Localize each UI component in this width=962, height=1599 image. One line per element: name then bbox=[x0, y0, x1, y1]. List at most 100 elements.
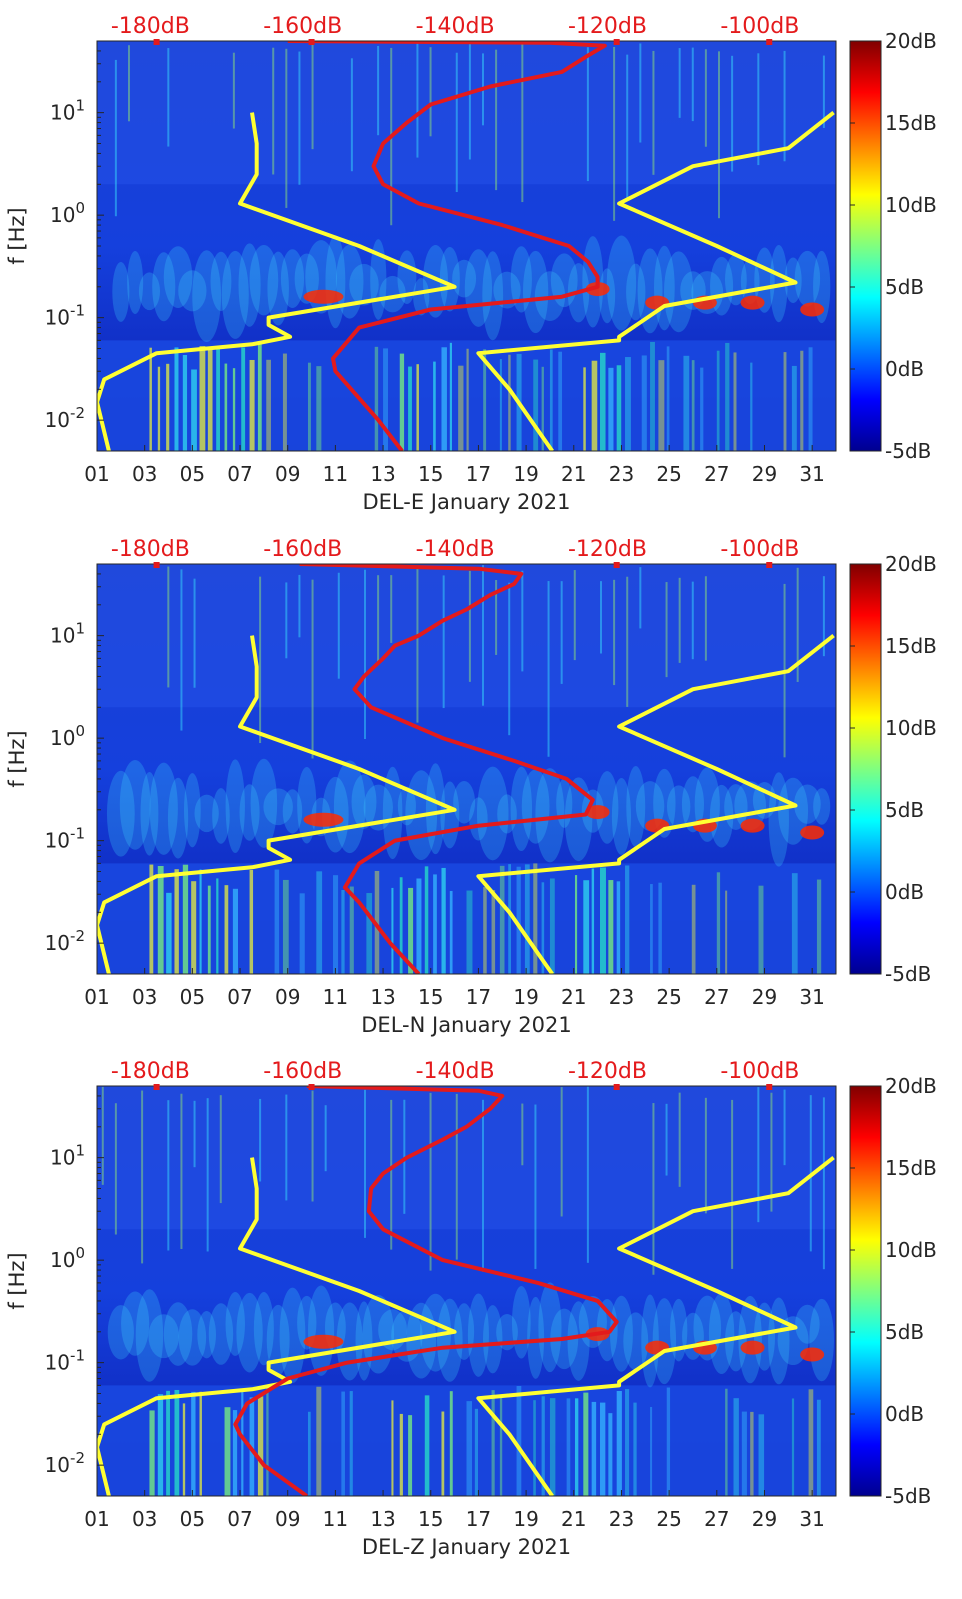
high-frequency-streak bbox=[167, 1100, 170, 1251]
low-frequency-streak bbox=[683, 355, 690, 451]
microseism-glow bbox=[266, 1304, 290, 1376]
low-frequency-streak bbox=[249, 869, 254, 974]
low-frequency-streak bbox=[416, 878, 422, 974]
microseism-glow bbox=[238, 243, 261, 327]
high-frequency-streak bbox=[521, 1103, 524, 1166]
microseism-glow bbox=[623, 1312, 649, 1371]
low-frequency-streak bbox=[349, 886, 354, 974]
y-tick-exponent: 0 bbox=[75, 722, 85, 740]
low-frequency-streak bbox=[625, 865, 630, 974]
microseism-glow bbox=[813, 788, 831, 825]
low-frequency-streak bbox=[232, 1410, 238, 1496]
microseism-glow bbox=[452, 259, 477, 298]
microseism-glow bbox=[663, 251, 694, 333]
low-frequency-streak bbox=[633, 1402, 637, 1496]
x-tick-label: 27 bbox=[704, 985, 729, 1009]
low-frequency-band bbox=[97, 1385, 836, 1496]
low-frequency-streak bbox=[599, 867, 606, 974]
high-frequency-streak bbox=[731, 1099, 734, 1269]
microseism-glow bbox=[794, 250, 821, 307]
high-frequency-streak bbox=[285, 48, 288, 208]
high-frequency-streak bbox=[626, 54, 629, 200]
x-axis-title: DEL-N January 2021 bbox=[361, 1013, 571, 1037]
x-tick-label: 07 bbox=[227, 462, 252, 486]
high-frequency-streak bbox=[508, 582, 511, 736]
colorbar-label: 5dB bbox=[885, 1320, 924, 1344]
microseism-glow bbox=[439, 246, 460, 312]
high-frequency-streak bbox=[324, 1105, 327, 1172]
colorbar-label: 0dB bbox=[885, 1402, 924, 1426]
high-frequency-streak bbox=[678, 48, 681, 118]
high-frequency-streak bbox=[298, 574, 301, 638]
top-axis-db-label: -120dB bbox=[568, 1059, 647, 1084]
energy-hotspot bbox=[303, 289, 344, 304]
microseism-glow bbox=[197, 1310, 216, 1359]
low-frequency-streak bbox=[650, 1406, 653, 1496]
microseism-glow bbox=[335, 244, 364, 319]
microseism-glow bbox=[253, 1291, 274, 1366]
y-tick-base: 10 bbox=[45, 1351, 70, 1375]
high-frequency-streak bbox=[127, 45, 130, 122]
microseism-glow bbox=[149, 762, 178, 855]
low-frequency-streak bbox=[499, 1395, 503, 1496]
y-axis-title: f [Hz] bbox=[5, 730, 29, 787]
low-frequency-streak bbox=[199, 1391, 202, 1496]
low-frequency-streak bbox=[216, 878, 219, 974]
y-tick-label: 100 bbox=[50, 199, 85, 227]
x-tick-label: 13 bbox=[370, 985, 395, 1009]
microseism-glow bbox=[794, 784, 821, 824]
low-frequency-streak bbox=[391, 1400, 394, 1496]
low-frequency-streak bbox=[725, 342, 730, 451]
x-tick-label: 13 bbox=[370, 462, 395, 486]
low-frequency-streak bbox=[341, 1391, 345, 1496]
low-frequency-streak bbox=[625, 1389, 630, 1496]
low-frequency-streak bbox=[316, 871, 323, 974]
y-tick-label: 10-2 bbox=[45, 404, 85, 432]
microseism-glow bbox=[282, 789, 303, 834]
y-tick-label: 10-1 bbox=[45, 302, 85, 330]
microseism-glow bbox=[183, 773, 201, 848]
microseism-glow bbox=[635, 781, 665, 832]
microseism-glow bbox=[138, 272, 161, 311]
y-tick-exponent: 0 bbox=[75, 1244, 85, 1262]
low-frequency-streak bbox=[191, 881, 197, 974]
x-tick-label: 15 bbox=[418, 1507, 443, 1531]
microseism-glow bbox=[106, 770, 135, 857]
x-tick-label: 21 bbox=[561, 1507, 586, 1531]
low-frequency-streak bbox=[641, 355, 647, 451]
y-tick-base: 10 bbox=[45, 408, 70, 432]
y-tick-base: 10 bbox=[50, 203, 75, 227]
low-frequency-streak bbox=[282, 879, 289, 974]
x-tick-label: 03 bbox=[132, 985, 157, 1009]
low-frequency-streak bbox=[574, 1398, 579, 1496]
microseism-glow bbox=[626, 766, 646, 848]
low-frequency-streak bbox=[174, 347, 179, 451]
top-axis-marker bbox=[766, 39, 773, 45]
low-frequency-streak bbox=[791, 365, 797, 451]
microseism-glow bbox=[535, 768, 565, 863]
low-frequency-streak bbox=[441, 867, 446, 974]
microseism-glow bbox=[239, 784, 260, 841]
low-frequency-streak bbox=[716, 872, 721, 974]
x-tick-label: 29 bbox=[752, 985, 777, 1009]
microseism-glow bbox=[666, 785, 691, 828]
x-tick-label: 29 bbox=[752, 462, 777, 486]
x-tick-label: 09 bbox=[275, 985, 300, 1009]
low-frequency-streak bbox=[808, 347, 813, 451]
low-frequency-streak bbox=[499, 359, 502, 451]
high-frequency-streak bbox=[757, 53, 760, 166]
y-tick-label: 101 bbox=[50, 620, 85, 648]
spectrogram-panel-del-e: 01 03 05 07 09 11 13 15 17 19 21 23 25 27 29 3110-210-1… bbox=[5, 14, 937, 514]
x-axis-title: DEL-E January 2021 bbox=[362, 490, 570, 514]
top-axis-db-label: -140dB bbox=[416, 14, 495, 39]
low-frequency-streak bbox=[725, 1388, 728, 1496]
high-frequency-streak bbox=[377, 575, 380, 663]
low-frequency-streak bbox=[257, 343, 262, 451]
low-frequency-streak bbox=[650, 341, 655, 451]
low-frequency-streak bbox=[157, 1394, 164, 1496]
high-frequency-streak bbox=[468, 570, 471, 682]
energy-hotspot bbox=[303, 812, 344, 827]
low-frequency-streak bbox=[257, 1396, 264, 1496]
x-tick-label: 31 bbox=[799, 1507, 824, 1531]
y-tick-label: 101 bbox=[50, 97, 85, 125]
